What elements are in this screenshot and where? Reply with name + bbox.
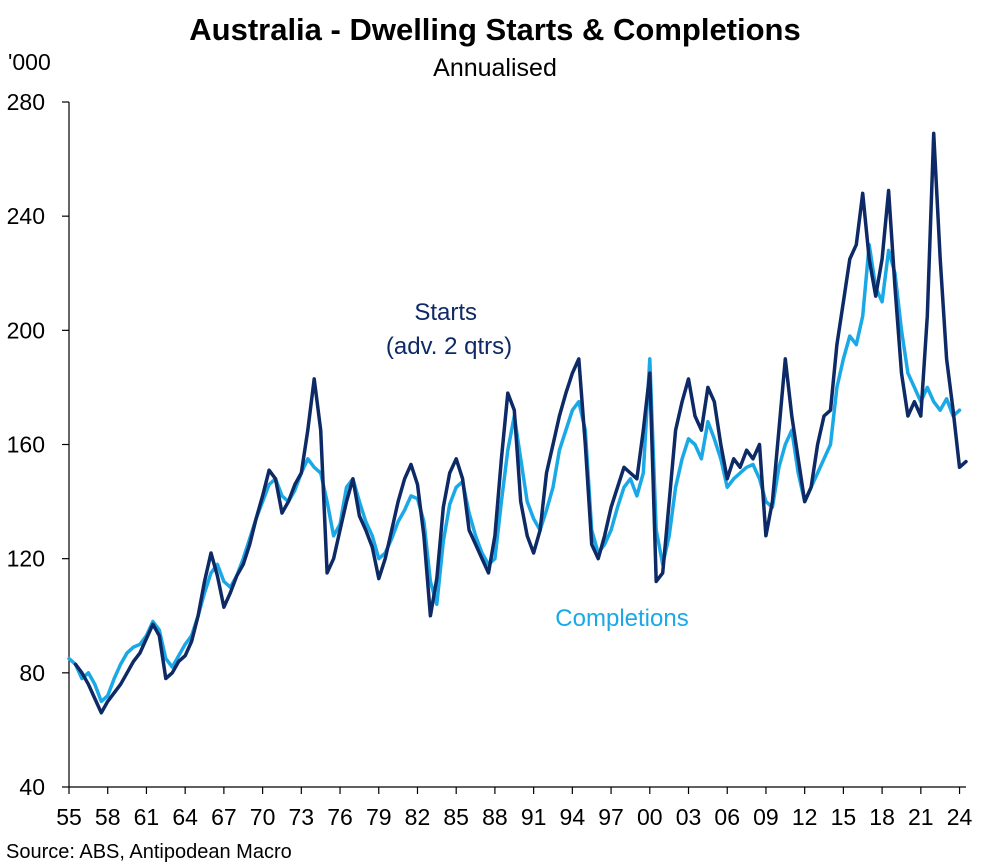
chart-subtitle: Annualised — [433, 54, 557, 82]
x-tick-label: 24 — [947, 804, 973, 830]
x-tick-label: 82 — [405, 804, 431, 830]
x-tick-label: 97 — [598, 804, 624, 830]
x-tick-label: 88 — [482, 804, 508, 830]
starts-label-line-2: (adv. 2 qtrs) — [386, 333, 512, 360]
completions-series-line — [67, 242, 962, 704]
y-tick-label: 40 — [19, 774, 45, 800]
x-tick-label: 76 — [327, 804, 353, 830]
y-tick-label: 160 — [7, 432, 45, 458]
x-tick-label: 85 — [443, 804, 469, 830]
x-tick-label: 03 — [676, 804, 702, 830]
starts-series-line — [73, 131, 968, 715]
x-tick-label: 67 — [211, 804, 237, 830]
x-tick-label: 64 — [172, 804, 198, 830]
x-axis: 55 58 61 64 67 70 73 76 79 82 85 88 91 94 97 00 03 06 09 12… — [56, 787, 973, 830]
x-tick-label: 12 — [792, 804, 818, 830]
y-tick-label: 120 — [7, 546, 45, 572]
x-tick-label: 94 — [560, 804, 586, 830]
x-tick-label: 73 — [289, 804, 315, 830]
x-tick-label: 06 — [714, 804, 740, 830]
completions-series-label: Completions — [555, 605, 688, 632]
x-tick-label: 18 — [869, 804, 895, 830]
x-tick-label: 58 — [95, 804, 121, 830]
y-tick-label: 80 — [19, 660, 45, 686]
x-tick-label: 61 — [134, 804, 160, 830]
chart-title: Australia - Dwelling Starts & Completion… — [189, 12, 800, 47]
y-axis: 40 80 120 160 200 240 280 — [7, 89, 69, 800]
x-tick-label: 09 — [753, 804, 779, 830]
y-axis-unit-label: '000 — [8, 49, 51, 75]
x-tick-label: 21 — [908, 804, 934, 830]
y-tick-label: 200 — [7, 317, 45, 343]
x-tick-label: 15 — [831, 804, 857, 830]
y-tick-label: 240 — [7, 203, 45, 229]
x-tick-label: 79 — [366, 804, 392, 830]
starts-series-label: Starts (adv. 2 qtrs) — [386, 299, 512, 360]
series-lines — [67, 131, 968, 715]
x-tick-label: 55 — [56, 804, 82, 830]
y-tick-label: 280 — [7, 89, 45, 115]
x-tick-label: 00 — [637, 804, 663, 830]
source-note: Source: ABS, Antipodean Macro — [6, 841, 292, 862]
x-tick-label: 70 — [250, 804, 276, 830]
x-tick-label: 91 — [521, 804, 547, 830]
starts-label-line-1: Starts — [414, 299, 477, 326]
